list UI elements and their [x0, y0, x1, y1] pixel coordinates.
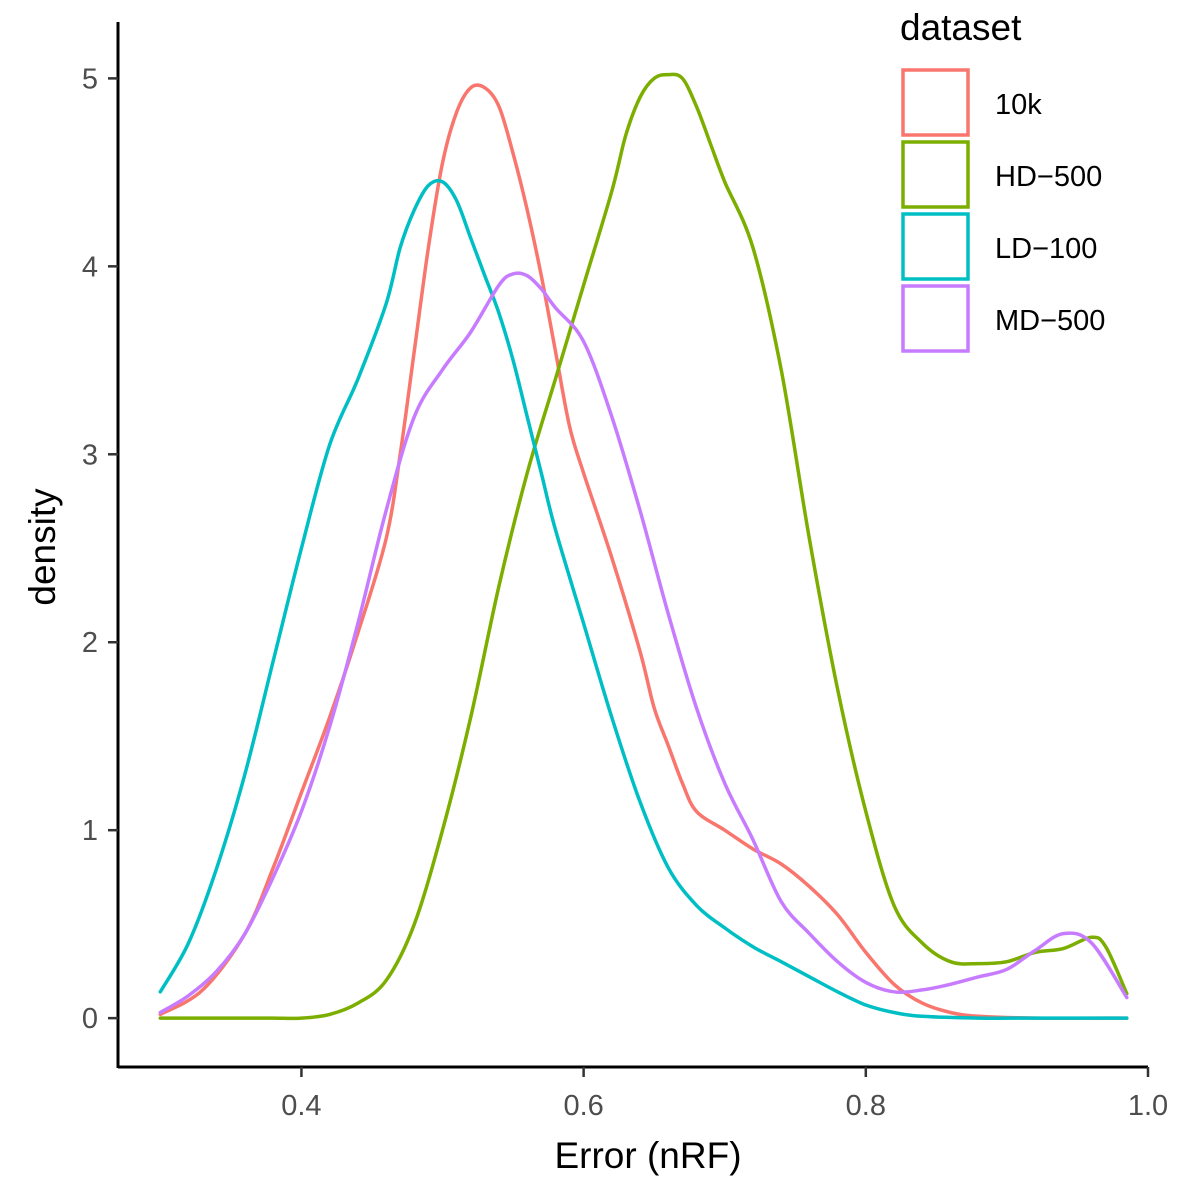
legend-label: LD−100: [995, 233, 1097, 265]
legend-key: [901, 140, 970, 209]
density-curves: [158, 72, 1129, 1021]
density-curve-3: [158, 271, 1129, 1015]
density-curve-0: [158, 83, 1129, 1020]
y-axis-ticks: 0 1 2 3 4 5: [82, 63, 118, 1035]
legend-key: [901, 284, 970, 353]
x-axis-ticks: 0.4 0.6 0.8 1.0: [281, 1067, 1168, 1122]
y-tick-label: 4: [82, 251, 98, 283]
y-tick-label: 5: [82, 63, 98, 95]
y-tick-label: 2: [82, 627, 98, 659]
x-axis-title: Error (nRF): [554, 1135, 741, 1176]
x-tick-label: 1.0: [1128, 1090, 1168, 1122]
x-tick-label: 0.8: [846, 1090, 886, 1122]
legend-label: HD−500: [995, 161, 1102, 193]
x-tick-label: 0.4: [281, 1090, 321, 1122]
legend-key: [901, 68, 970, 137]
legend: dataset 10k HD−500 LD−100 MD−500: [900, 7, 1105, 353]
legend-title: dataset: [900, 7, 1022, 48]
y-tick-label: 1: [82, 815, 98, 847]
legend-label: MD−500: [995, 305, 1105, 337]
legend-label: 10k: [995, 89, 1042, 121]
legend-key: [901, 212, 970, 281]
x-tick-label: 0.6: [563, 1090, 603, 1122]
y-tick-label: 0: [82, 1003, 98, 1035]
density-curve-2: [158, 178, 1129, 1020]
y-axis-title: density: [22, 488, 63, 606]
y-tick-label: 3: [82, 439, 98, 471]
density-curve-1: [158, 72, 1129, 1021]
